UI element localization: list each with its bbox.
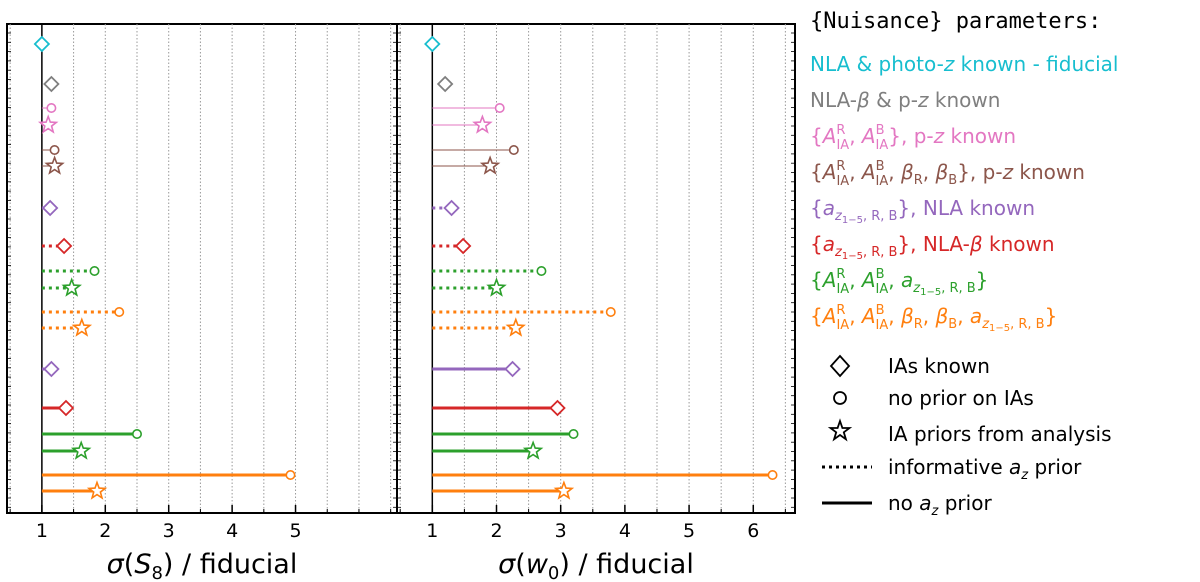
data-point-star (37, 114, 59, 134)
legend-diamond-marker (829, 354, 851, 378)
data-point-diamond (504, 360, 521, 378)
data-point-diamond (436, 75, 454, 93)
data-point-diamond (33, 35, 51, 53)
data-point-diamond (43, 75, 60, 93)
data-point-diamond (57, 399, 75, 417)
grid-lines (9, 24, 392, 513)
data-point-diamond (41, 199, 59, 217)
panel-s8: 1 2 3 4 5 σ(S8) / fiducial (6, 23, 398, 582)
data-point-diamond (549, 399, 566, 417)
x-tick-label: 6 (747, 520, 759, 542)
plot-frame (6, 23, 398, 514)
data-point-circle (46, 103, 57, 114)
data-point-star (71, 317, 93, 337)
legend-entry-aia-beta: {AR IA, AB IA, βR, βB}, p-z known (810, 159, 1085, 189)
x-tick-label: 4 (226, 520, 238, 542)
legend-entry-fiducial: NLA & photo-z known - fiducial (810, 52, 1118, 76)
x-tick-label: 4 (619, 520, 631, 542)
legend-entry-aia-beta-az: {AR IA, AB IA, βR, βB, az1−5, R, B} (810, 303, 1057, 334)
data-point-diamond (454, 237, 472, 255)
data-point-star (522, 440, 544, 460)
x-tick-label: 1 (426, 520, 438, 542)
data-point-diamond (443, 199, 460, 217)
data-point-circle (494, 103, 505, 114)
data-point-star (61, 277, 82, 297)
panel-w0: 1 2 3 4 5 6 σ(w0) / fiducial (396, 23, 796, 582)
data-point-circle (89, 265, 100, 276)
x-tick-label: 1 (36, 520, 48, 542)
data-point-star (505, 317, 526, 337)
legend-circle-marker (833, 391, 847, 405)
data-point-circle (568, 428, 579, 439)
legend-marker-label-diamond: IAs known (888, 354, 990, 378)
legend-entry-nla-beta: NLA-β & p-z known (810, 88, 1000, 112)
x-axis-label: σ(S8) / fiducial (107, 549, 298, 582)
legend-marker-label-star: IA priors from analysis (888, 422, 1112, 446)
legend-entry-az-nla: {az1−5, R, B}, NLA known (810, 196, 1035, 226)
legend-marker-label-circle: no prior on IAs (888, 386, 1034, 410)
data-point-circle (605, 306, 616, 317)
data-point-star (486, 277, 507, 297)
plot-frame (396, 23, 796, 514)
data-point-star (86, 480, 108, 500)
data-point-diamond (43, 360, 60, 378)
x-tick-label: 2 (99, 520, 111, 542)
x-axis-ticks: 1 2 3 4 5 (7, 32, 397, 542)
legend-entry-aia-az: {AR IA, AB IA, az1−5, R, B} (810, 267, 988, 298)
data-point-star (70, 440, 92, 460)
x-tick-label: 2 (490, 520, 502, 542)
legend-markers: IAs known no prior on IAs IA priors from… (822, 354, 1112, 519)
grid-lines (399, 24, 786, 513)
data-point-circle (132, 428, 143, 439)
data-point-circle (536, 265, 547, 276)
data-point-diamond (55, 237, 73, 255)
data-marks (424, 35, 778, 500)
legend-title: {Nuisance} parameters: (810, 9, 1101, 34)
data-point-circle (49, 145, 60, 156)
legend-scenarios: NLA & photo-z known - fiducial NLA-β & p… (810, 52, 1118, 334)
x-axis-ticks: 1 2 3 4 5 6 (397, 32, 795, 542)
x-tick-label: 3 (555, 520, 567, 542)
legend-line-label-dotted: informative az prior (888, 455, 1082, 483)
legend-line-label-solid: no az prior (888, 491, 992, 519)
legend-entry-az-nla-beta: {az1−5, R, B}, NLA-β known (810, 232, 1055, 262)
x-axis-label: σ(w0) / fiducial (498, 549, 694, 582)
data-point-circle (508, 145, 519, 156)
data-point-star (553, 480, 575, 500)
x-tick-label: 3 (163, 520, 175, 542)
data-point-circle (767, 469, 778, 480)
data-marks (33, 35, 296, 500)
x-tick-label: 5 (289, 520, 301, 542)
x-tick-label: 5 (683, 520, 695, 542)
legend-entry-aia: {AR IA, AB IA}, p-z known (810, 123, 1016, 153)
data-point-diamond (424, 35, 441, 53)
data-point-star (472, 114, 493, 134)
data-point-star (44, 155, 65, 175)
legend: {Nuisance} parameters: NLA & photo-z kno… (810, 9, 1118, 519)
legend-star-marker (827, 418, 853, 442)
data-point-circle (114, 306, 125, 317)
data-point-circle (285, 469, 296, 480)
data-point-star (479, 155, 501, 175)
